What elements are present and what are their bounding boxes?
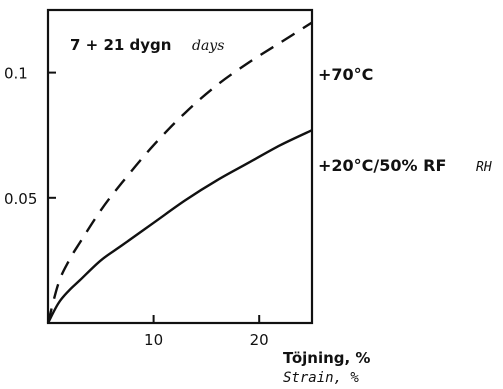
- y-tick-label: 0.1: [4, 65, 28, 83]
- annotation-label: 7 + 21 dygn: [70, 36, 171, 54]
- x-axis-label-en: Strain, %: [283, 370, 359, 386]
- plot-frame: [46, 8, 314, 325]
- y-tick-label: 0.05: [4, 190, 37, 208]
- x-axis-label: Töjning, %: [283, 349, 370, 367]
- x-tick-label: 20: [250, 331, 269, 349]
- series-line-70c: [46, 21, 313, 324]
- legend-70c: +70°C: [318, 65, 373, 84]
- legend-20c: +20°C/50% RF: [318, 156, 446, 175]
- x-tick-label: 10: [144, 331, 163, 349]
- series-line-20c: [46, 129, 313, 324]
- axis-ticks: 10 20 0.05 0.1: [4, 65, 269, 349]
- annotation-label-en: days: [192, 38, 224, 54]
- legend-20c-en: RH: [476, 160, 492, 175]
